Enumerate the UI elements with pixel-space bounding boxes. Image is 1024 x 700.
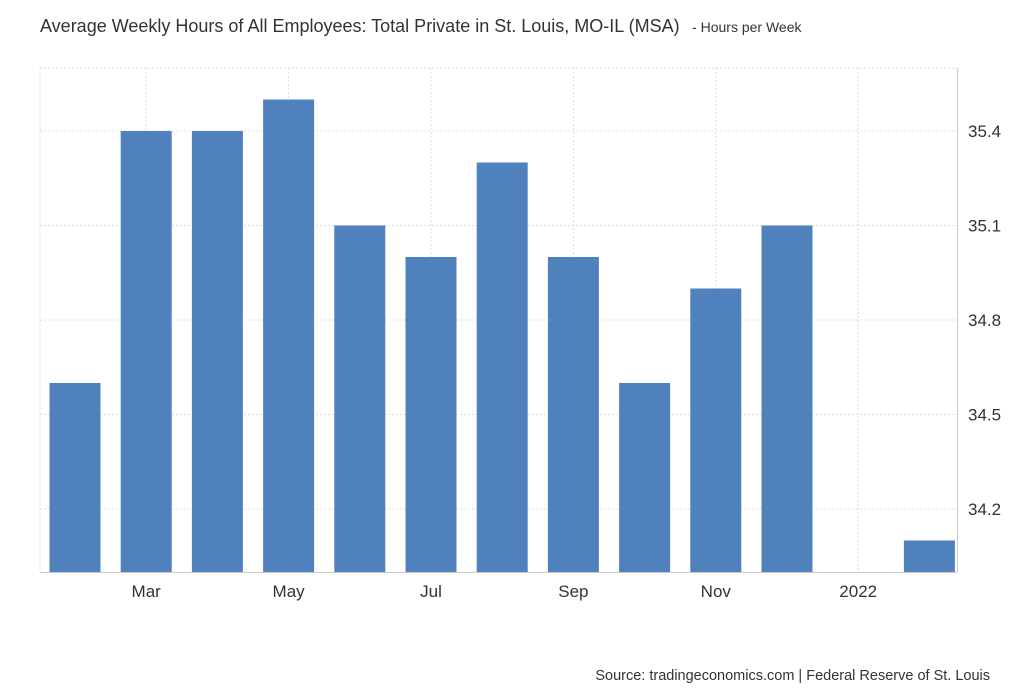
x-tick-label: 2022 — [839, 582, 877, 601]
y-tick-label: 34.5 — [968, 406, 1001, 425]
x-tick-label: May — [273, 582, 306, 601]
bar — [405, 257, 457, 572]
axes — [40, 68, 958, 573]
bar — [547, 257, 599, 572]
x-tick-labels: Mar May Jul Sep Nov 2022 — [132, 582, 878, 601]
bar — [191, 131, 243, 572]
bar — [619, 383, 671, 572]
bar — [120, 131, 172, 572]
bar — [903, 540, 955, 572]
x-tick-label: Sep — [558, 582, 588, 601]
bar — [476, 162, 528, 572]
chart-subtitle: - Hours per Week — [692, 19, 802, 35]
bar — [263, 99, 315, 572]
x-tick-label: Jul — [420, 582, 442, 601]
bar — [690, 288, 742, 572]
source-note: Source: tradingeconomics.com | Federal R… — [595, 668, 990, 684]
x-tick-label: Nov — [701, 582, 732, 601]
x-tick-label: Mar — [132, 582, 162, 601]
bar — [761, 225, 813, 572]
y-tick-label: 35.1 — [968, 217, 1001, 236]
bar — [49, 383, 101, 572]
y-tick-labels: 34.2 34.5 34.8 35.1 35.4 — [968, 122, 1001, 519]
y-tick-label: 35.4 — [968, 122, 1001, 141]
chart-title-row: Average Weekly Hours of All Employees: T… — [40, 16, 802, 37]
y-tick-label: 34.8 — [968, 311, 1001, 330]
bar — [334, 225, 386, 572]
y-tick-label: 34.2 — [968, 500, 1001, 519]
chart-title: Average Weekly Hours of All Employees: T… — [40, 16, 680, 36]
bars — [49, 99, 955, 572]
